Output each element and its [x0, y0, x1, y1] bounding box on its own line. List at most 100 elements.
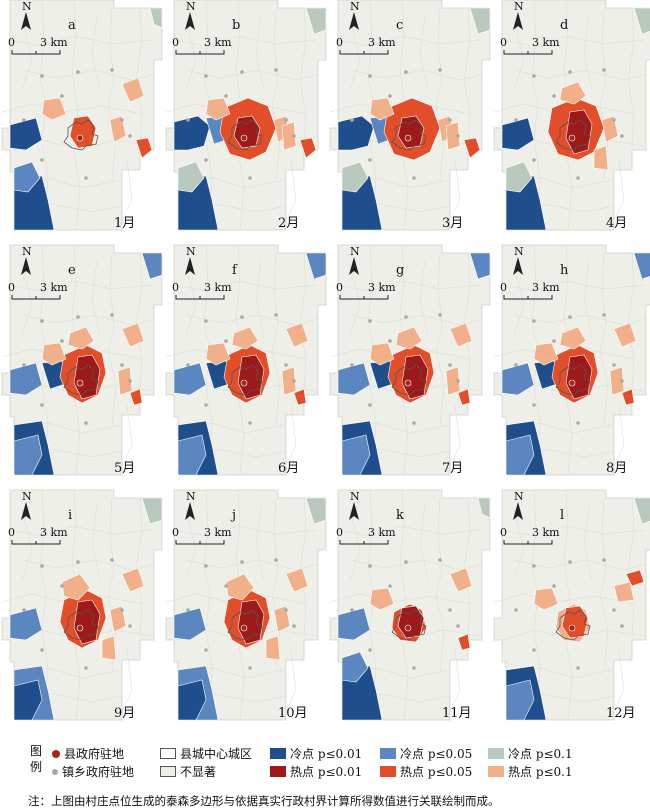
town-seat-icon: [274, 558, 278, 562]
cluster-hot-01: [61, 573, 91, 601]
north-label: N: [186, 0, 196, 13]
cluster-hot-01: [559, 326, 587, 350]
cluster-hot-01: [601, 115, 619, 143]
town-seat-icon: [60, 94, 64, 98]
cluster-cold-01: [149, 7, 163, 29]
north-arrow-icon: [185, 257, 195, 275]
map-svg-b: [165, 0, 327, 231]
voronoi-cells: [165, 489, 319, 721]
map-svg-j: [165, 489, 327, 721]
map-panel-e: N 0 3 km e 5月: [1, 244, 163, 485]
county-seat-icon: [240, 134, 248, 142]
map-panel-k: N 0 3 km k 11月: [329, 489, 491, 730]
town-seat-icon: [552, 94, 556, 98]
north-arrow-icon: [21, 257, 31, 275]
month-label: 10月: [278, 706, 308, 721]
town-seat-icon: [404, 560, 408, 564]
cluster-hot-01: [609, 366, 625, 396]
town-seat-icon: [602, 68, 606, 72]
town-seat-icon: [456, 379, 460, 383]
cluster-hot-01: [265, 635, 281, 661]
north-arrow-icon: [21, 12, 31, 30]
cold-005-swatch: [380, 748, 396, 759]
scale-zero-label: 0: [336, 526, 343, 539]
town-seat-icon: [438, 68, 442, 72]
cluster-hot-005: [457, 388, 471, 406]
panel-letter: b: [232, 18, 241, 33]
town-seat-icon: [110, 313, 114, 317]
map-svg-g: [329, 244, 491, 476]
town-seat-icon: [128, 379, 132, 383]
town-seat-icon: [612, 363, 616, 367]
town-seat-icon: [284, 118, 288, 122]
cluster-hot-001: [565, 109, 593, 155]
urban-area-outline: [391, 364, 427, 396]
town-seat-icon: [40, 648, 44, 652]
legend-county-seat: 县政府驻地: [52, 745, 124, 762]
legend-town-seat-label: 镇乡政府驻地: [62, 765, 135, 779]
cluster-cold-01: [633, 497, 650, 525]
cluster-hot-001: [397, 115, 425, 149]
cluster-hot-001: [401, 354, 429, 400]
town-seat-icon: [204, 158, 208, 162]
month-label: 3月: [442, 216, 464, 231]
map-panel-b: N 0 3 km b 2月: [165, 0, 327, 240]
cluster-hot-01: [273, 605, 291, 633]
panel-letter: k: [396, 508, 404, 523]
cluster-hot-01: [41, 97, 67, 121]
cluster-hot-001: [237, 354, 265, 400]
town-seat-icon: [368, 403, 372, 407]
footnote: 注：上图由村庄点位生成的泰森多边形与依据真实行政村界计算所得数值进行关联绘制而成…: [28, 794, 500, 808]
cluster-hot-01: [285, 567, 309, 593]
month-label: 8月: [606, 461, 628, 476]
town-seat-icon: [274, 313, 278, 317]
town-seat-icon: [40, 74, 44, 78]
cold-01-swatch: [488, 748, 504, 759]
not-significant-swatch: [160, 766, 176, 777]
legend-not-significant-label: 不显著: [180, 765, 217, 779]
cluster-cold-005: [337, 607, 371, 641]
scale-zero-label: 0: [8, 36, 15, 49]
legend-cold-001-label: 冷点 p≤0.01: [290, 747, 363, 761]
town-seat-icon: [368, 564, 372, 568]
town-seat-icon: [40, 564, 44, 568]
north-arrow-icon: [185, 12, 195, 30]
cluster-hot-01: [445, 121, 461, 151]
hot-005-swatch: [380, 766, 396, 777]
town-seat-icon: [52, 768, 58, 775]
cluster-hot-01: [533, 342, 559, 366]
north-label: N: [186, 245, 196, 258]
legend-cold-01-label: 冷点 p≤0.1: [508, 747, 573, 761]
cluster-cold-005: [13, 434, 43, 476]
scale-zero-label: 0: [8, 281, 15, 294]
town-seat-icon: [620, 624, 624, 628]
town-seat-icon: [248, 666, 252, 670]
scale-distance-label: 3 km: [368, 36, 396, 49]
town-seat-icon: [186, 363, 190, 367]
cluster-hot-01: [369, 342, 395, 366]
town-seat-icon: [532, 319, 536, 323]
map-panel-d: N 0 3 km d 4月: [493, 0, 650, 240]
scale-distance-label: 3 km: [204, 526, 232, 539]
cluster-hot-01: [449, 567, 473, 593]
legend-title-2: 例: [30, 760, 43, 774]
town-seat-icon: [438, 558, 442, 562]
cluster-hot-005: [463, 137, 481, 159]
town-seat-icon: [284, 608, 288, 612]
town-seat-icon: [576, 176, 580, 180]
town-seat-icon: [576, 666, 580, 670]
town-seat-icon: [240, 70, 244, 74]
county-seat-icon: [404, 379, 412, 387]
town-seat-icon: [350, 608, 354, 612]
map-svg-i: [1, 489, 163, 721]
cluster-hot-001: [237, 599, 265, 645]
town-seat-icon: [456, 134, 460, 138]
north-arrow-icon: [513, 12, 523, 30]
cluster-hot-005: [561, 605, 589, 639]
cluster-cold-005: [9, 607, 43, 641]
cluster-hot-01: [41, 342, 67, 366]
town-seat-icon: [532, 648, 536, 652]
month-label: 4月: [606, 216, 628, 231]
cluster-hot-01: [121, 77, 145, 103]
cluster-hot-01: [117, 366, 133, 396]
